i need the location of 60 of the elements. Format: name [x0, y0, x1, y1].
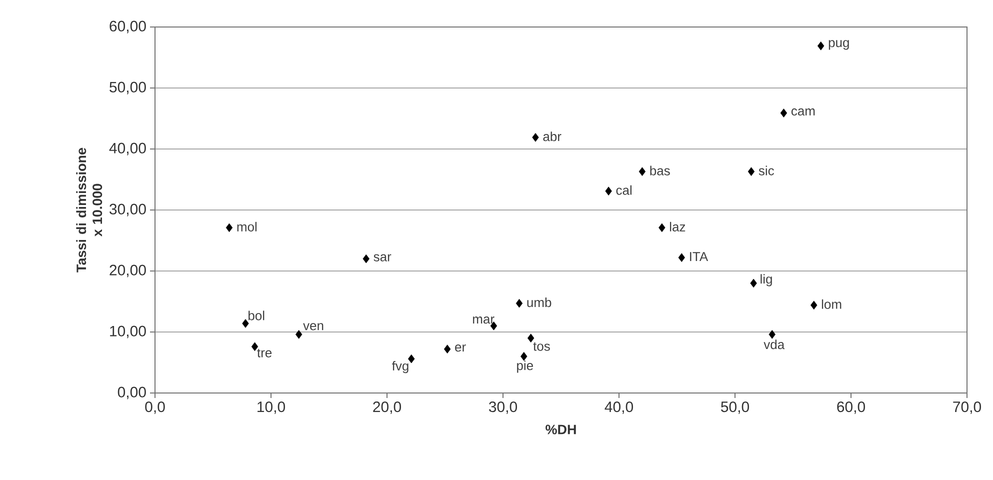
y-tick-label: 60,00: [110, 20, 146, 34]
annotation: mol: [237, 222, 257, 232]
annotation: ven: [303, 323, 324, 330]
y-tick-label: 50,00: [110, 82, 146, 94]
x-axis-title: %DH: [546, 424, 576, 434]
annotation: sic: [758, 166, 774, 176]
point: [678, 253, 685, 262]
point: [516, 298, 523, 308]
annotation: bas: [650, 166, 670, 176]
annotation: cal: [616, 185, 632, 195]
point: [748, 167, 755, 176]
point: [810, 300, 818, 310]
y-tick-label: 0,00: [118, 386, 146, 400]
annotation: mar: [473, 316, 494, 324]
point: [780, 108, 788, 118]
point: [638, 167, 646, 176]
annotation: fvg: [392, 361, 408, 374]
annotation: cam: [791, 108, 815, 116]
annotation: umb: [527, 298, 552, 308]
point: [520, 352, 528, 361]
point: [242, 319, 249, 328]
x-tick-label: 20,0: [373, 402, 402, 414]
y-tick-label: 40,00: [109, 142, 146, 156]
point: [532, 133, 539, 142]
point: [296, 330, 302, 339]
point: [251, 342, 258, 352]
x-tick-label: 40,0: [604, 402, 634, 414]
point: [817, 42, 824, 50]
annotation: tos: [533, 342, 550, 351]
point: [226, 223, 233, 232]
point: [408, 354, 415, 364]
annotation: er: [455, 344, 466, 352]
x-tick-label: 50,0: [721, 402, 750, 414]
annotation: lig: [760, 274, 772, 286]
point: [444, 344, 451, 354]
y-axis-title: Tassi di dimissione x 10.000: [76, 148, 102, 272]
x-tick-label: 60,0: [837, 402, 866, 414]
annotation: pie: [517, 360, 533, 373]
point: [750, 278, 757, 288]
annotation: vda: [764, 340, 785, 350]
point: [768, 330, 776, 339]
annotation: bol: [248, 310, 264, 320]
x-tick-label: 70,0: [953, 402, 982, 414]
annotation: abr: [543, 132, 562, 142]
annotation: tre: [257, 348, 272, 358]
annotation: laz: [670, 222, 686, 232]
point: [605, 186, 612, 196]
y-tick-label: 30,00: [110, 204, 146, 216]
point: [362, 254, 370, 264]
point: [527, 334, 534, 342]
annotation: sar: [374, 254, 392, 262]
x-tick-label: 30,0: [488, 402, 518, 414]
annotation: lom: [822, 299, 842, 309]
point: [658, 223, 666, 232]
x-tick-label: 0,0: [145, 402, 165, 414]
y-tick-label: 20,00: [110, 264, 146, 278]
y-tick-label: 10,00: [110, 326, 146, 338]
annotation: ITA: [690, 252, 708, 262]
annotation: pug: [828, 40, 849, 50]
x-tick-label: 10,0: [258, 402, 286, 414]
